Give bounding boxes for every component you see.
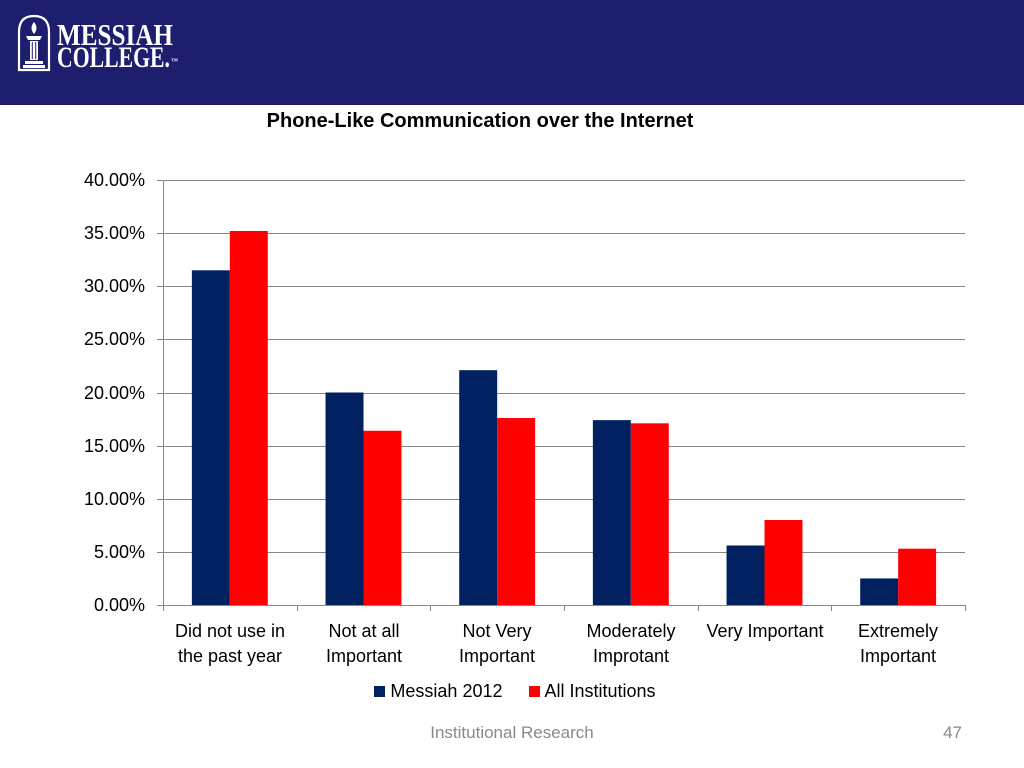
bar-messiah-2012 (459, 370, 498, 605)
x-category-label: Moderately Improtant (586, 621, 676, 666)
bar-all-institutions (630, 423, 669, 605)
logo-wordmark-messiah: MESSIAH (57, 17, 173, 52)
x-category-label: Extremely Important (857, 621, 938, 666)
chart: Phone-Like Communication over the Intern… (0, 105, 1024, 710)
legend-label: Messiah 2012 (390, 681, 503, 701)
logo-trademark: ™ (171, 57, 178, 65)
bar-messiah-2012 (325, 392, 364, 605)
y-tick-label: 10.00% (83, 489, 145, 509)
bar-all-institutions (497, 418, 536, 605)
y-tick-label: 20.00% (83, 383, 145, 403)
y-tick-label: 40.00% (83, 170, 145, 190)
y-tick-label: 5.00% (93, 542, 145, 562)
legend-item-all-institutions: All Institutions (528, 679, 656, 703)
chart-title: Phone-Like Communication over the Intern… (266, 110, 694, 132)
header-band: MESSIAH COLLEGE. ™ (0, 0, 1024, 105)
bar-messiah-2012 (860, 578, 899, 605)
x-category-label: Not Very Important (458, 621, 536, 666)
college-seal-icon (17, 14, 51, 72)
y-tick-label: 35.00% (83, 223, 145, 243)
legend: Messiah 2012 All Institutions (315, 679, 715, 703)
y-tick-label: 30.00% (83, 276, 145, 296)
messiah-college-logo: MESSIAH COLLEGE. ™ (17, 14, 178, 74)
bar-messiah-2012 (726, 545, 765, 605)
bar-all-institutions (898, 548, 937, 605)
bar-all-institutions (229, 231, 268, 605)
bar-all-institutions (363, 430, 402, 605)
legend-swatch-all-institutions (528, 685, 540, 697)
logo-wordmark-college: COLLEGE. (57, 41, 170, 74)
y-tick-label: 0.00% (93, 595, 145, 615)
bar-all-institutions (764, 520, 803, 605)
bar-messiah-2012 (191, 270, 230, 605)
legend-label: All Institutions (544, 681, 656, 701)
y-tick-label: 25.00% (83, 329, 145, 349)
legend-swatch-messiah-2012 (374, 685, 386, 697)
legend-item-messiah-2012: Messiah 2012 (374, 679, 503, 703)
x-category-label: Very Important (706, 621, 824, 641)
x-category-label: Not at all Important (325, 621, 403, 666)
x-category-label: Did not use in the past year (174, 621, 286, 666)
plot-area (157, 180, 966, 611)
bar-messiah-2012 (592, 420, 631, 606)
y-tick-label: 15.00% (83, 436, 145, 456)
footer-department: Institutional Research (430, 723, 594, 742)
slide-number: 47 (943, 723, 962, 742)
